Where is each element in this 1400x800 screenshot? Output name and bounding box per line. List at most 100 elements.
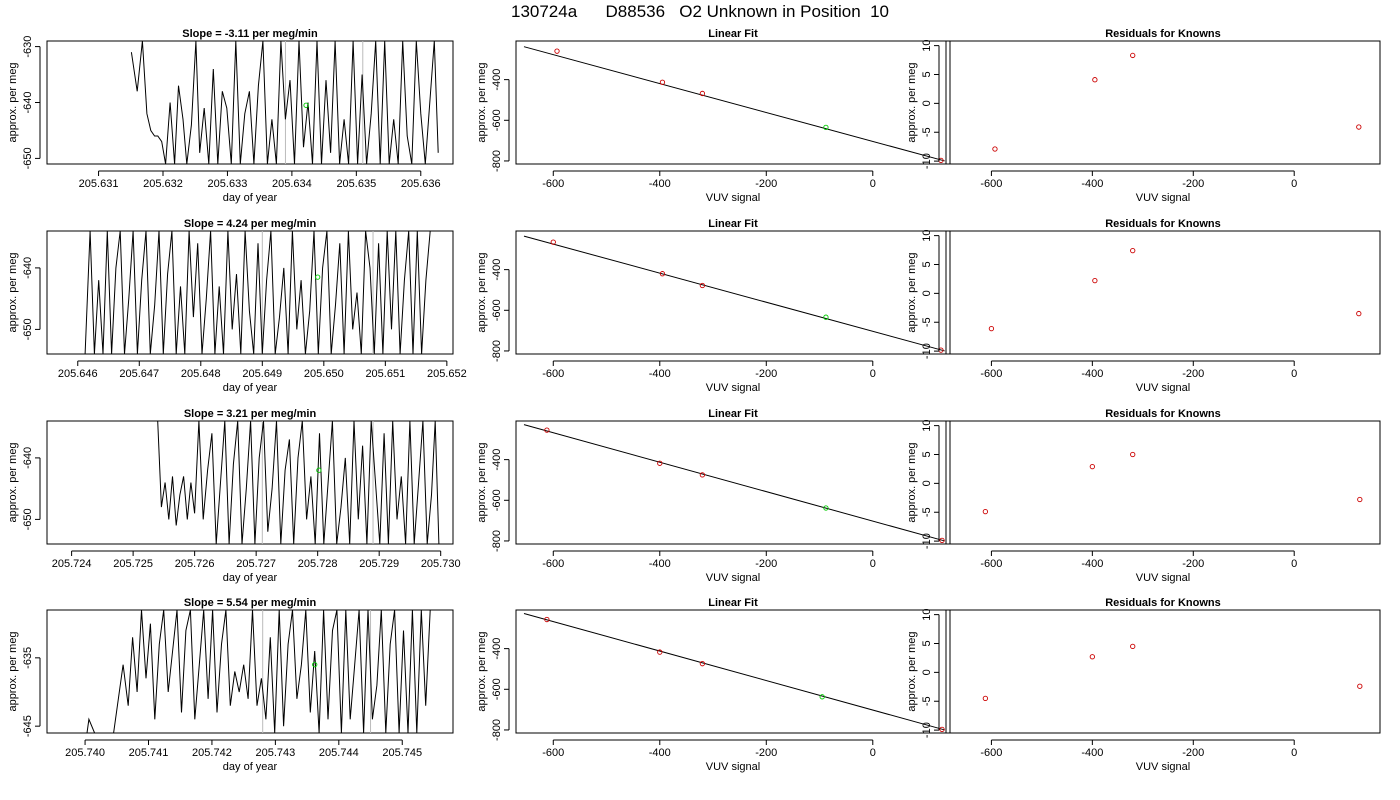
y-axis-label: approx. per meg (476, 442, 488, 522)
x-tick-label: -600 (980, 368, 1002, 380)
plot-frame (46, 420, 454, 545)
y-tick-label: 5 (921, 261, 933, 267)
data-point (819, 694, 825, 700)
data-point (657, 460, 663, 466)
x-axis-label: VUV signal (706, 761, 760, 773)
x-tick-label: -400 (649, 747, 671, 759)
panel-title: Slope = 5.54 per meg/min (184, 597, 317, 609)
x-tick-label: 205.742 (192, 747, 232, 759)
x-tick-label: 205.726 (175, 558, 215, 570)
x-tick-label: 205.740 (65, 747, 105, 759)
x-tick-label: -600 (980, 747, 1002, 759)
panel-title: Slope = 3.21 per meg/min (184, 408, 317, 420)
y-tick-label: -800 (491, 150, 503, 172)
data-point (315, 274, 321, 280)
panel-title: Linear Fit (708, 408, 758, 420)
y-tick-label: -600 (491, 109, 503, 131)
data-point (1356, 310, 1362, 317)
data-point (312, 662, 318, 668)
data-point (316, 467, 322, 473)
x-axis-label: VUV signal (1136, 382, 1190, 394)
data-point (1356, 124, 1362, 130)
y-axis-label: approx. per meg (7, 62, 19, 142)
panel-title: Residuals for Knowns (1105, 408, 1221, 420)
y-tick-label: 10 (921, 39, 933, 51)
x-tick-label: 0 (870, 178, 876, 190)
data-point (699, 661, 706, 667)
y-tick-label: -5 (921, 127, 933, 137)
x-tick-label: -600 (542, 368, 564, 380)
y-axis-label: approx. per meg (7, 252, 19, 332)
y-tick-label: -640 (22, 447, 34, 469)
y-axis-label: approx. per meg (476, 62, 488, 142)
series-line (84, 231, 431, 354)
x-tick-label: -200 (1182, 747, 1204, 759)
y-tick-label: -800 (491, 530, 503, 552)
data-point (659, 271, 666, 277)
y-tick-label: 5 (921, 71, 933, 77)
x-tick-label: 205.725 (113, 558, 153, 570)
chart-panel: Linear Fit -600 -400 -200 0 -800 -600 -400 VUV s… (476, 28, 951, 204)
chart-panel: Linear Fit -600 -400 -200 0 -800 -600 -400 VUV s… (476, 408, 951, 584)
data-point (699, 472, 706, 478)
y-tick-label: -400 (491, 259, 503, 281)
x-tick-label: -600 (542, 747, 564, 759)
x-tick-label: 205.724 (52, 558, 92, 570)
y-tick-label: -10 (921, 533, 933, 549)
y-axis-label: approx. per meg (7, 442, 19, 522)
fit-line (523, 424, 945, 542)
data-point (544, 427, 550, 433)
y-tick-label: -800 (491, 340, 503, 362)
y-tick-label: -645 (22, 715, 34, 737)
y-tick-label: 10 (921, 419, 933, 431)
x-tick-label: 205.647 (119, 368, 159, 380)
panel-title: Residuals for Knowns (1105, 28, 1221, 40)
x-tick-label: 205.741 (129, 747, 169, 759)
y-tick-label: 5 (921, 451, 933, 457)
plot-frame (46, 230, 454, 355)
y-axis-label: approx. per meg (906, 631, 918, 711)
y-tick-label: -5 (921, 317, 933, 327)
x-axis-label: day of year (223, 761, 278, 773)
y-tick-label: -400 (491, 638, 503, 660)
x-tick-label: 205.634 (272, 178, 312, 190)
x-tick-label: -400 (1081, 368, 1103, 380)
y-tick-label: -5 (921, 507, 933, 517)
page-title: 130724a D88536 O2 Unknown in Position 10 (510, 2, 890, 21)
plot-frame (515, 40, 951, 165)
series-line (85, 610, 431, 733)
y-tick-label: -5 (921, 696, 933, 706)
chart-panel: Residuals for Knowns -600 -400 -200 0 -10 -5 0 5… (906, 597, 1381, 773)
x-tick-label: -600 (980, 178, 1002, 190)
chart-panel: Slope = 3.21 per meg/min 205.724 205.725 20… (7, 408, 461, 584)
x-tick-label: 205.727 (236, 558, 276, 570)
x-tick-label: -400 (1081, 178, 1103, 190)
x-tick-label: -200 (1182, 558, 1204, 570)
chart-panel: Linear Fit -600 -400 -200 0 -800 -600 -400 VUV s… (476, 597, 951, 773)
x-tick-label: 205.652 (427, 368, 467, 380)
chart-panel: Residuals for Knowns -600 -400 -200 0 -10 -5 0 5… (906, 218, 1381, 394)
x-tick-label: -200 (755, 558, 777, 570)
x-tick-label: -400 (1081, 558, 1103, 570)
y-tick-label: 5 (921, 640, 933, 646)
y-tick-label: -800 (491, 719, 503, 741)
data-point (550, 239, 556, 245)
panel-title: Linear Fit (708, 597, 758, 609)
data-point (823, 314, 829, 320)
y-tick-label: -600 (491, 299, 503, 321)
plot-frame (945, 230, 1381, 355)
data-point (1357, 496, 1363, 503)
series-line (157, 421, 440, 544)
x-tick-label: 205.649 (242, 368, 282, 380)
data-point (1089, 463, 1095, 470)
x-axis-label: day of year (223, 572, 278, 584)
x-tick-label: 0 (870, 368, 876, 380)
x-tick-label: -200 (755, 178, 777, 190)
y-tick-label: 10 (921, 608, 933, 620)
y-tick-label: -650 (22, 147, 34, 169)
data-point (1130, 451, 1136, 458)
x-tick-label: 0 (1291, 368, 1297, 380)
x-tick-label: 0 (1291, 178, 1297, 190)
panel-title: Slope = -3.11 per meg/min (182, 28, 318, 40)
data-point (982, 695, 989, 702)
